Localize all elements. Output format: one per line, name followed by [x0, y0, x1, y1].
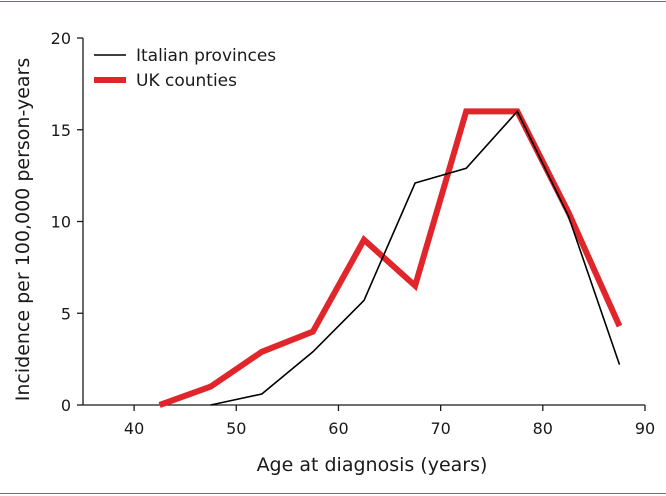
x-tick-label: 60 [328, 419, 348, 438]
y-tick-label: 20 [51, 29, 71, 48]
y-tick-label: 15 [51, 121, 71, 140]
series-lines [158, 108, 623, 408]
y-tick-label: 5 [61, 304, 71, 323]
x-tick-label: 80 [533, 419, 553, 438]
legend-label-uk-counties: UK counties [136, 71, 237, 91]
top-rule [0, 1, 666, 2]
legend: Italian provinces UK counties [94, 46, 276, 91]
axis-titles: Age at diagnosis (years) Incidence per 1… [12, 58, 487, 476]
y-tick-label: 0 [61, 396, 71, 415]
legend-label-italian-provinces: Italian provinces [136, 46, 276, 66]
series-line-uk-counties [158, 108, 623, 408]
y-tick-label: 10 [51, 213, 71, 232]
x-tick-label: 70 [430, 419, 450, 438]
axes: 40 50 60 70 80 90 0 5 10 15 20 [51, 29, 656, 438]
x-tick-label: 40 [124, 419, 144, 438]
x-tick-label: 50 [226, 419, 246, 438]
series-line-italian-provinces [210, 109, 621, 406]
x-tick-label: 90 [635, 419, 655, 438]
y-axis-title: Incidence per 100,000 person-years [12, 58, 34, 401]
bottom-rule [0, 493, 666, 494]
x-axis-title: Age at diagnosis (years) [257, 454, 488, 476]
